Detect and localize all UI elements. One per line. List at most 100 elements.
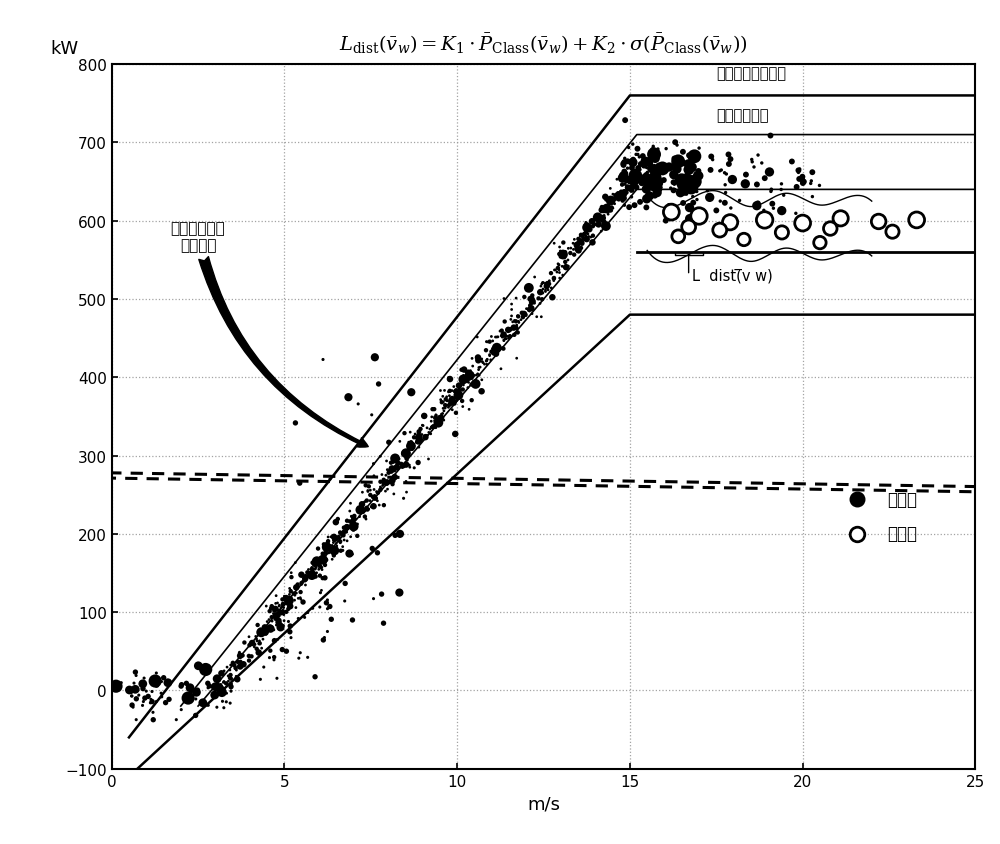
Point [319,541,335,555]
Point [546,274,562,288]
Point [525,295,541,309]
Point [304,563,320,576]
Point [315,553,331,566]
Point [294,576,310,590]
Point [276,601,292,614]
Point [683,183,699,197]
Point [319,603,335,616]
Point [720,149,736,162]
Point [803,175,819,188]
Point [323,545,339,559]
Point [207,680,223,694]
Point [309,566,325,580]
Point [643,173,659,187]
Point [795,217,811,230]
Point [372,450,388,463]
Point [675,146,691,160]
Point [884,225,900,239]
Point [552,272,568,285]
Point [408,436,424,450]
Point [441,389,457,403]
Point [228,662,244,675]
Point [297,572,313,586]
Point [712,224,728,237]
Point [218,695,234,709]
Point [276,609,292,622]
Point [624,169,640,182]
Point [679,169,695,182]
Point [508,322,524,335]
Point [685,191,701,204]
Point [268,589,284,603]
Point [158,696,174,710]
Point [579,219,595,233]
Point [318,597,334,610]
Point [127,666,143,679]
Point [658,143,674,156]
Point [393,457,409,471]
Point [145,706,161,719]
Point [332,535,348,549]
Point [680,164,696,177]
Point [437,384,453,398]
Point [333,528,349,541]
Point [763,183,779,197]
Point [344,614,360,627]
Point [316,538,332,551]
Point [451,384,467,398]
Point [502,323,518,337]
Point [252,636,268,650]
Point [519,284,535,298]
Point [312,569,328,582]
Point [337,594,353,608]
Point [378,469,394,483]
Point [364,408,380,422]
Point [680,172,696,186]
Point [283,631,299,645]
Point [506,328,522,342]
Point [300,651,316,664]
Point [662,162,678,176]
Point [504,310,520,323]
Point [531,286,547,300]
Point [448,392,464,405]
Point [620,155,636,169]
Point [275,598,291,611]
Point [384,463,400,476]
Point [298,570,314,583]
Point [548,264,564,278]
Point [647,173,663,187]
Point [682,213,698,226]
Point [619,181,635,194]
Point [211,678,227,691]
Point [292,477,308,490]
Point [264,600,280,614]
Point [550,262,566,275]
Point [483,330,499,344]
Point [521,282,537,295]
Point [510,311,526,324]
Point [290,592,306,605]
Point [708,204,724,218]
Point [231,647,247,660]
Point [302,566,318,580]
Point [622,174,638,187]
Point [651,171,667,185]
Point [624,179,640,192]
Point [249,635,265,648]
Point [717,167,733,181]
Point [293,592,309,606]
Point [311,560,327,574]
Point [232,649,248,663]
Point [367,489,383,502]
Point [423,415,439,429]
Point [335,529,351,543]
Point [689,186,705,199]
Point [339,519,355,533]
Point [534,293,550,306]
Point [266,634,282,647]
Point [455,379,471,392]
Point [555,269,571,283]
Point [411,425,427,439]
Point [339,514,355,528]
